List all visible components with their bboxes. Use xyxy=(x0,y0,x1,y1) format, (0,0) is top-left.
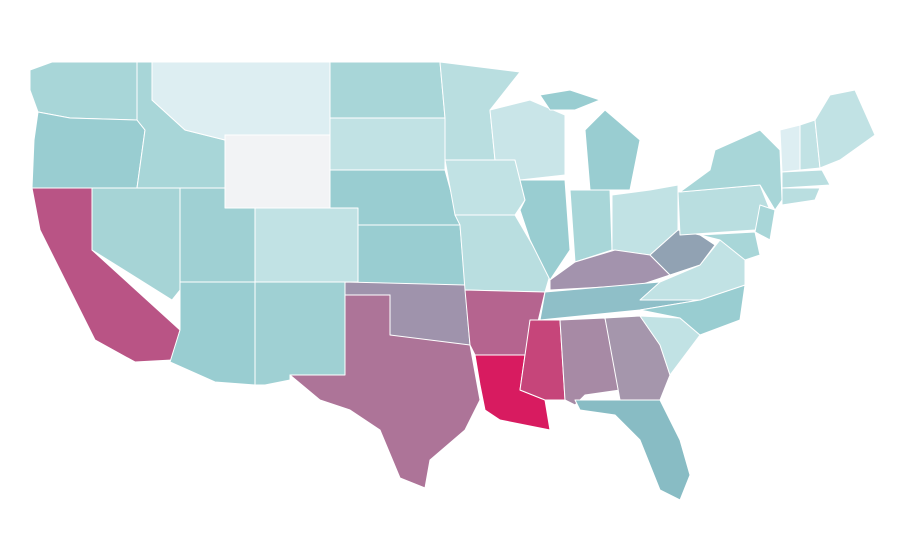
state-region xyxy=(679,129,783,211)
state-region xyxy=(814,89,876,169)
state-region xyxy=(781,169,831,189)
state-region xyxy=(329,117,446,171)
state-region xyxy=(489,99,566,181)
state-region xyxy=(254,281,346,386)
state-region xyxy=(357,224,466,286)
state-region xyxy=(584,109,641,191)
state-region xyxy=(649,229,716,276)
state-region xyxy=(539,89,601,111)
state-region xyxy=(444,159,526,216)
state-region xyxy=(329,61,446,119)
state-region xyxy=(699,231,761,261)
state-region xyxy=(754,204,776,241)
state-region xyxy=(169,281,256,386)
state-region xyxy=(781,187,821,206)
state-region xyxy=(519,179,571,281)
state-region xyxy=(224,134,331,209)
state-region xyxy=(639,315,701,376)
state-region xyxy=(569,189,613,263)
state-region xyxy=(29,61,138,121)
state-region xyxy=(289,294,481,489)
state-region xyxy=(31,111,146,189)
state-region xyxy=(779,124,801,173)
state-region xyxy=(574,399,691,501)
state-region xyxy=(254,207,359,283)
